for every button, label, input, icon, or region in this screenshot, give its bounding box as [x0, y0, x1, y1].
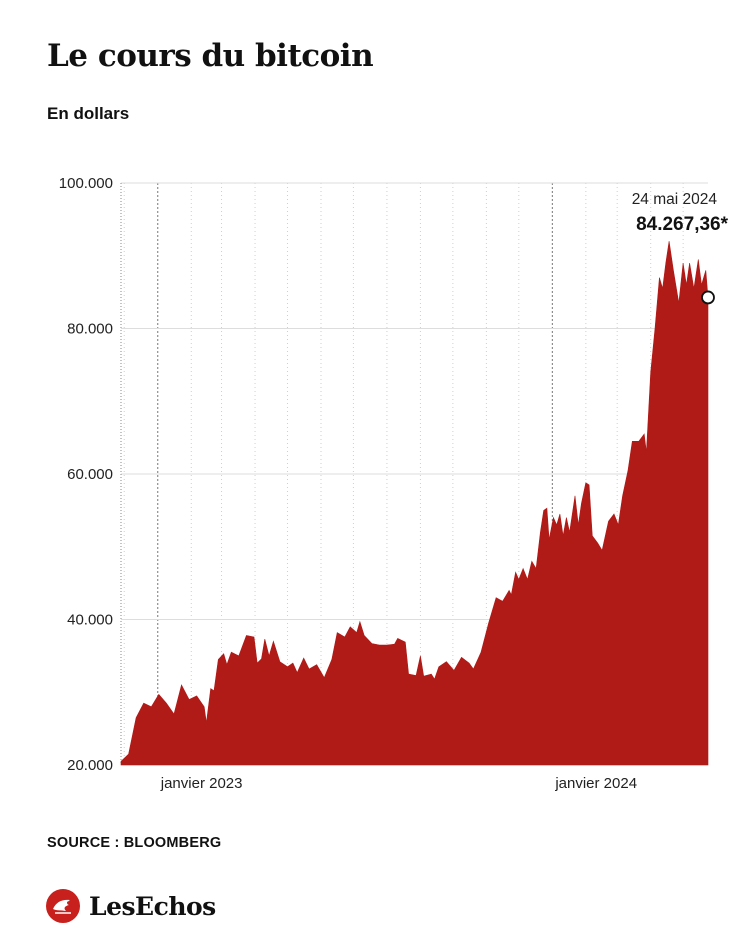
les-echos-logo-icon	[46, 889, 80, 923]
y-tick-label: 40.000	[67, 612, 113, 629]
x-tick-label: janvier 2023	[160, 775, 243, 792]
chart-title: Le cours du bitcoin	[47, 38, 374, 74]
price-area	[120, 241, 709, 766]
annotation-date-label: 24 mai 2024	[632, 191, 718, 208]
annotation-value-label: 84.267,36*	[636, 214, 729, 235]
chart-subtitle: En dollars	[47, 104, 130, 123]
y-tick-label: 20.000	[67, 757, 113, 774]
brand-logo[interactable]: LesEchos	[45, 888, 216, 924]
brand-name: LesEchos	[89, 891, 216, 921]
y-tick-label: 60.000	[67, 466, 113, 483]
y-tick-label: 80.000	[67, 321, 113, 338]
source-note: SOURCE : BLOOMBERG	[47, 835, 222, 851]
last-value-marker	[701, 290, 715, 305]
y-tick-label: 100.000	[59, 175, 113, 192]
x-tick-label: janvier 2024	[554, 775, 637, 792]
